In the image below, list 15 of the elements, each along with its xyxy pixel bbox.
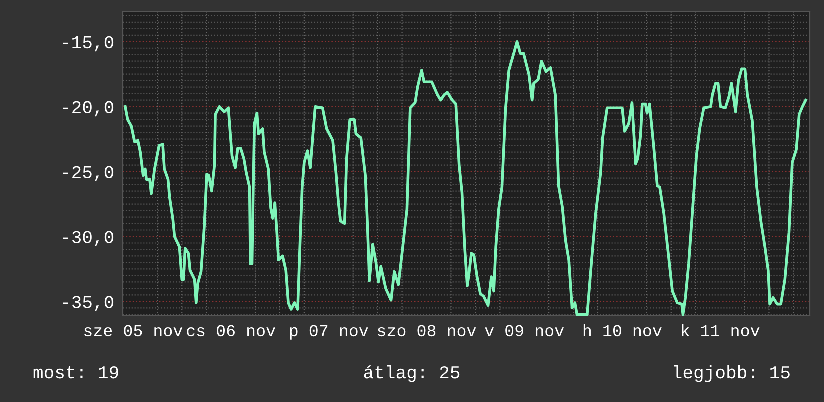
x-tick-label: h 10 nov — [584, 324, 662, 337]
x-tick-label: szo 08 nov — [378, 325, 476, 337]
y-tick-label: -20,0 — [63, 101, 114, 117]
x-tick-label: v 09 nov — [485, 325, 564, 337]
x-tick-label: cs 06 nov — [187, 325, 276, 337]
y-tick-label: -25,0 — [63, 166, 114, 182]
text: átlag: 25 — [364, 365, 460, 382]
y-tick-label: -35,0 — [63, 296, 114, 312]
x-tick-label: k 11 nov — [682, 324, 760, 337]
text: legjobb: 15 — [674, 365, 790, 382]
text: most: 19 — [34, 366, 118, 379]
y-tick-label: -30,0 — [63, 231, 114, 246]
x-tick-label: p 07 nov — [290, 325, 368, 340]
x-tick-label: sze 05 nov — [84, 325, 183, 337]
y-tick-label: -15,0 — [63, 36, 114, 52]
